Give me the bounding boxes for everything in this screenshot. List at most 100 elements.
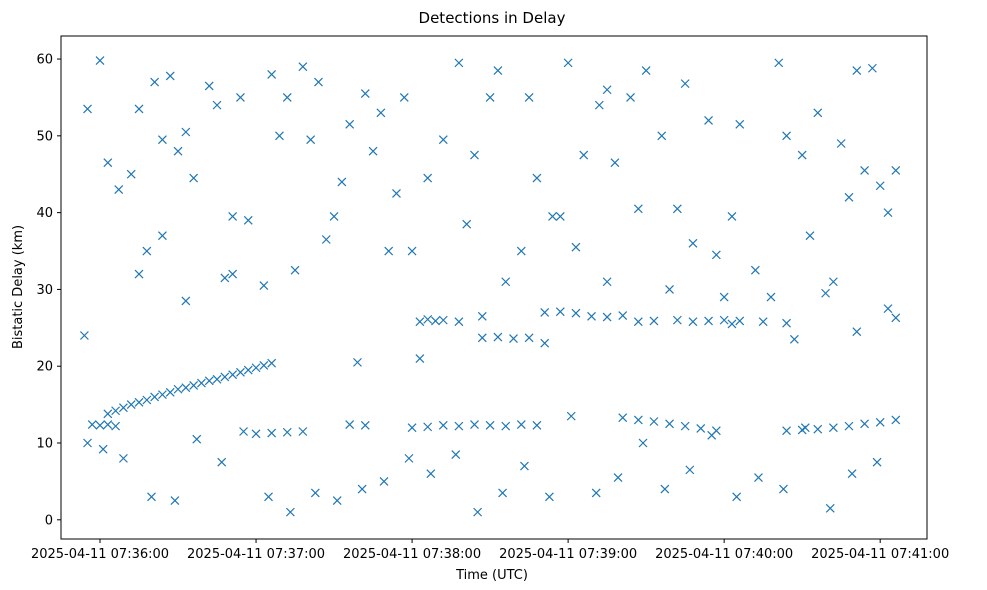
x-tick-label: 2025-04-11 07:36:00 [31, 547, 169, 562]
detection-marker [735, 119, 745, 129]
detection-marker [594, 100, 604, 110]
detection-marker [157, 390, 167, 400]
detection-marker [891, 313, 901, 323]
y-tick-label: 60 [36, 53, 53, 68]
detection-marker [217, 457, 227, 467]
detection-marker [672, 315, 682, 325]
y-axis-label: Bistatic Delay (km) [11, 225, 26, 349]
detection-marker [520, 461, 529, 471]
detection-marker [532, 173, 542, 183]
detection-marker [204, 376, 214, 386]
detection-marker [566, 411, 576, 421]
detection-marker [259, 281, 269, 291]
detection-marker [672, 204, 682, 214]
detection-marker [264, 492, 273, 502]
detection-marker [306, 135, 316, 145]
detection-marker [727, 319, 737, 329]
detection-marker [719, 292, 729, 302]
detection-marker [485, 420, 495, 430]
detection-marker [602, 85, 612, 95]
detection-marker [142, 395, 152, 405]
detection-marker [423, 422, 433, 432]
detection-marker [114, 185, 124, 195]
detection-marker [181, 127, 191, 137]
detection-marker [228, 212, 238, 221]
detection-marker [883, 208, 893, 218]
detection-marker [719, 315, 729, 325]
detection-marker [470, 420, 479, 430]
detection-marker [407, 423, 417, 433]
detection-marker [360, 420, 370, 430]
detection-marker [825, 503, 835, 513]
detection-marker [423, 173, 433, 183]
detection-marker [267, 69, 277, 79]
detection-marker [310, 488, 320, 498]
detection-marker [680, 79, 690, 89]
detection-marker [821, 288, 831, 298]
detection-marker [610, 158, 620, 168]
detection-marker [860, 419, 870, 429]
detection-marker [376, 108, 386, 118]
detection-marker [852, 66, 862, 75]
detection-marker [379, 476, 389, 486]
detection-marker [329, 212, 339, 221]
detection-marker [618, 311, 628, 320]
detection-marker [147, 492, 156, 502]
detection-marker [239, 427, 248, 436]
detection-marker [875, 417, 885, 427]
y-tick-label: 30 [36, 283, 53, 298]
detection-marker [602, 277, 612, 287]
y-tick-label: 40 [36, 206, 53, 221]
detection-marker [883, 304, 893, 314]
detection-marker [285, 507, 295, 517]
detection-marker [454, 421, 464, 431]
detection-marker [259, 361, 269, 370]
detection-marker [501, 277, 511, 287]
detection-marker [779, 484, 788, 494]
detection-marker [638, 438, 648, 448]
detection-marker [126, 169, 136, 179]
detection-marker [103, 158, 113, 168]
detection-marker [891, 415, 901, 425]
detection-marker [685, 465, 695, 475]
detection-marker [875, 181, 885, 191]
detection-marker [462, 219, 472, 229]
detection-marker [157, 231, 167, 241]
detection-marker [243, 365, 253, 375]
detection-marker [797, 150, 807, 160]
detection-marker [157, 135, 167, 145]
detection-marker [415, 317, 425, 327]
detection-marker [774, 58, 784, 68]
detection-marker [649, 417, 659, 426]
detection-marker [633, 317, 643, 327]
detection-marker [707, 430, 717, 440]
detection-marker [602, 312, 612, 322]
detection-marker [298, 427, 308, 436]
detection-marker [384, 246, 394, 256]
detection-marker [399, 93, 409, 102]
detection-marker [243, 215, 253, 225]
detection-marker [103, 409, 113, 419]
plot-area [60, 35, 928, 540]
detection-marker [83, 438, 92, 448]
detection-marker [392, 189, 401, 198]
detection-marker [828, 277, 838, 287]
detection-marker [555, 212, 565, 221]
detection-marker [860, 165, 870, 175]
detection-marker [633, 415, 643, 425]
detection-marker [641, 66, 651, 75]
detection-marker [134, 397, 144, 407]
y-tick-label: 50 [36, 129, 53, 144]
detection-marker [150, 392, 160, 402]
detection-marker [204, 81, 214, 91]
detection-marker [251, 363, 261, 373]
detection-marker [173, 384, 183, 394]
detection-marker [282, 427, 292, 437]
x-axis-label: Time (UTC) [455, 568, 528, 583]
detection-marker [415, 354, 425, 363]
detection-marker [782, 426, 791, 436]
detection-marker [813, 108, 823, 118]
detection-marker [509, 334, 518, 343]
detection-marker [696, 423, 706, 433]
